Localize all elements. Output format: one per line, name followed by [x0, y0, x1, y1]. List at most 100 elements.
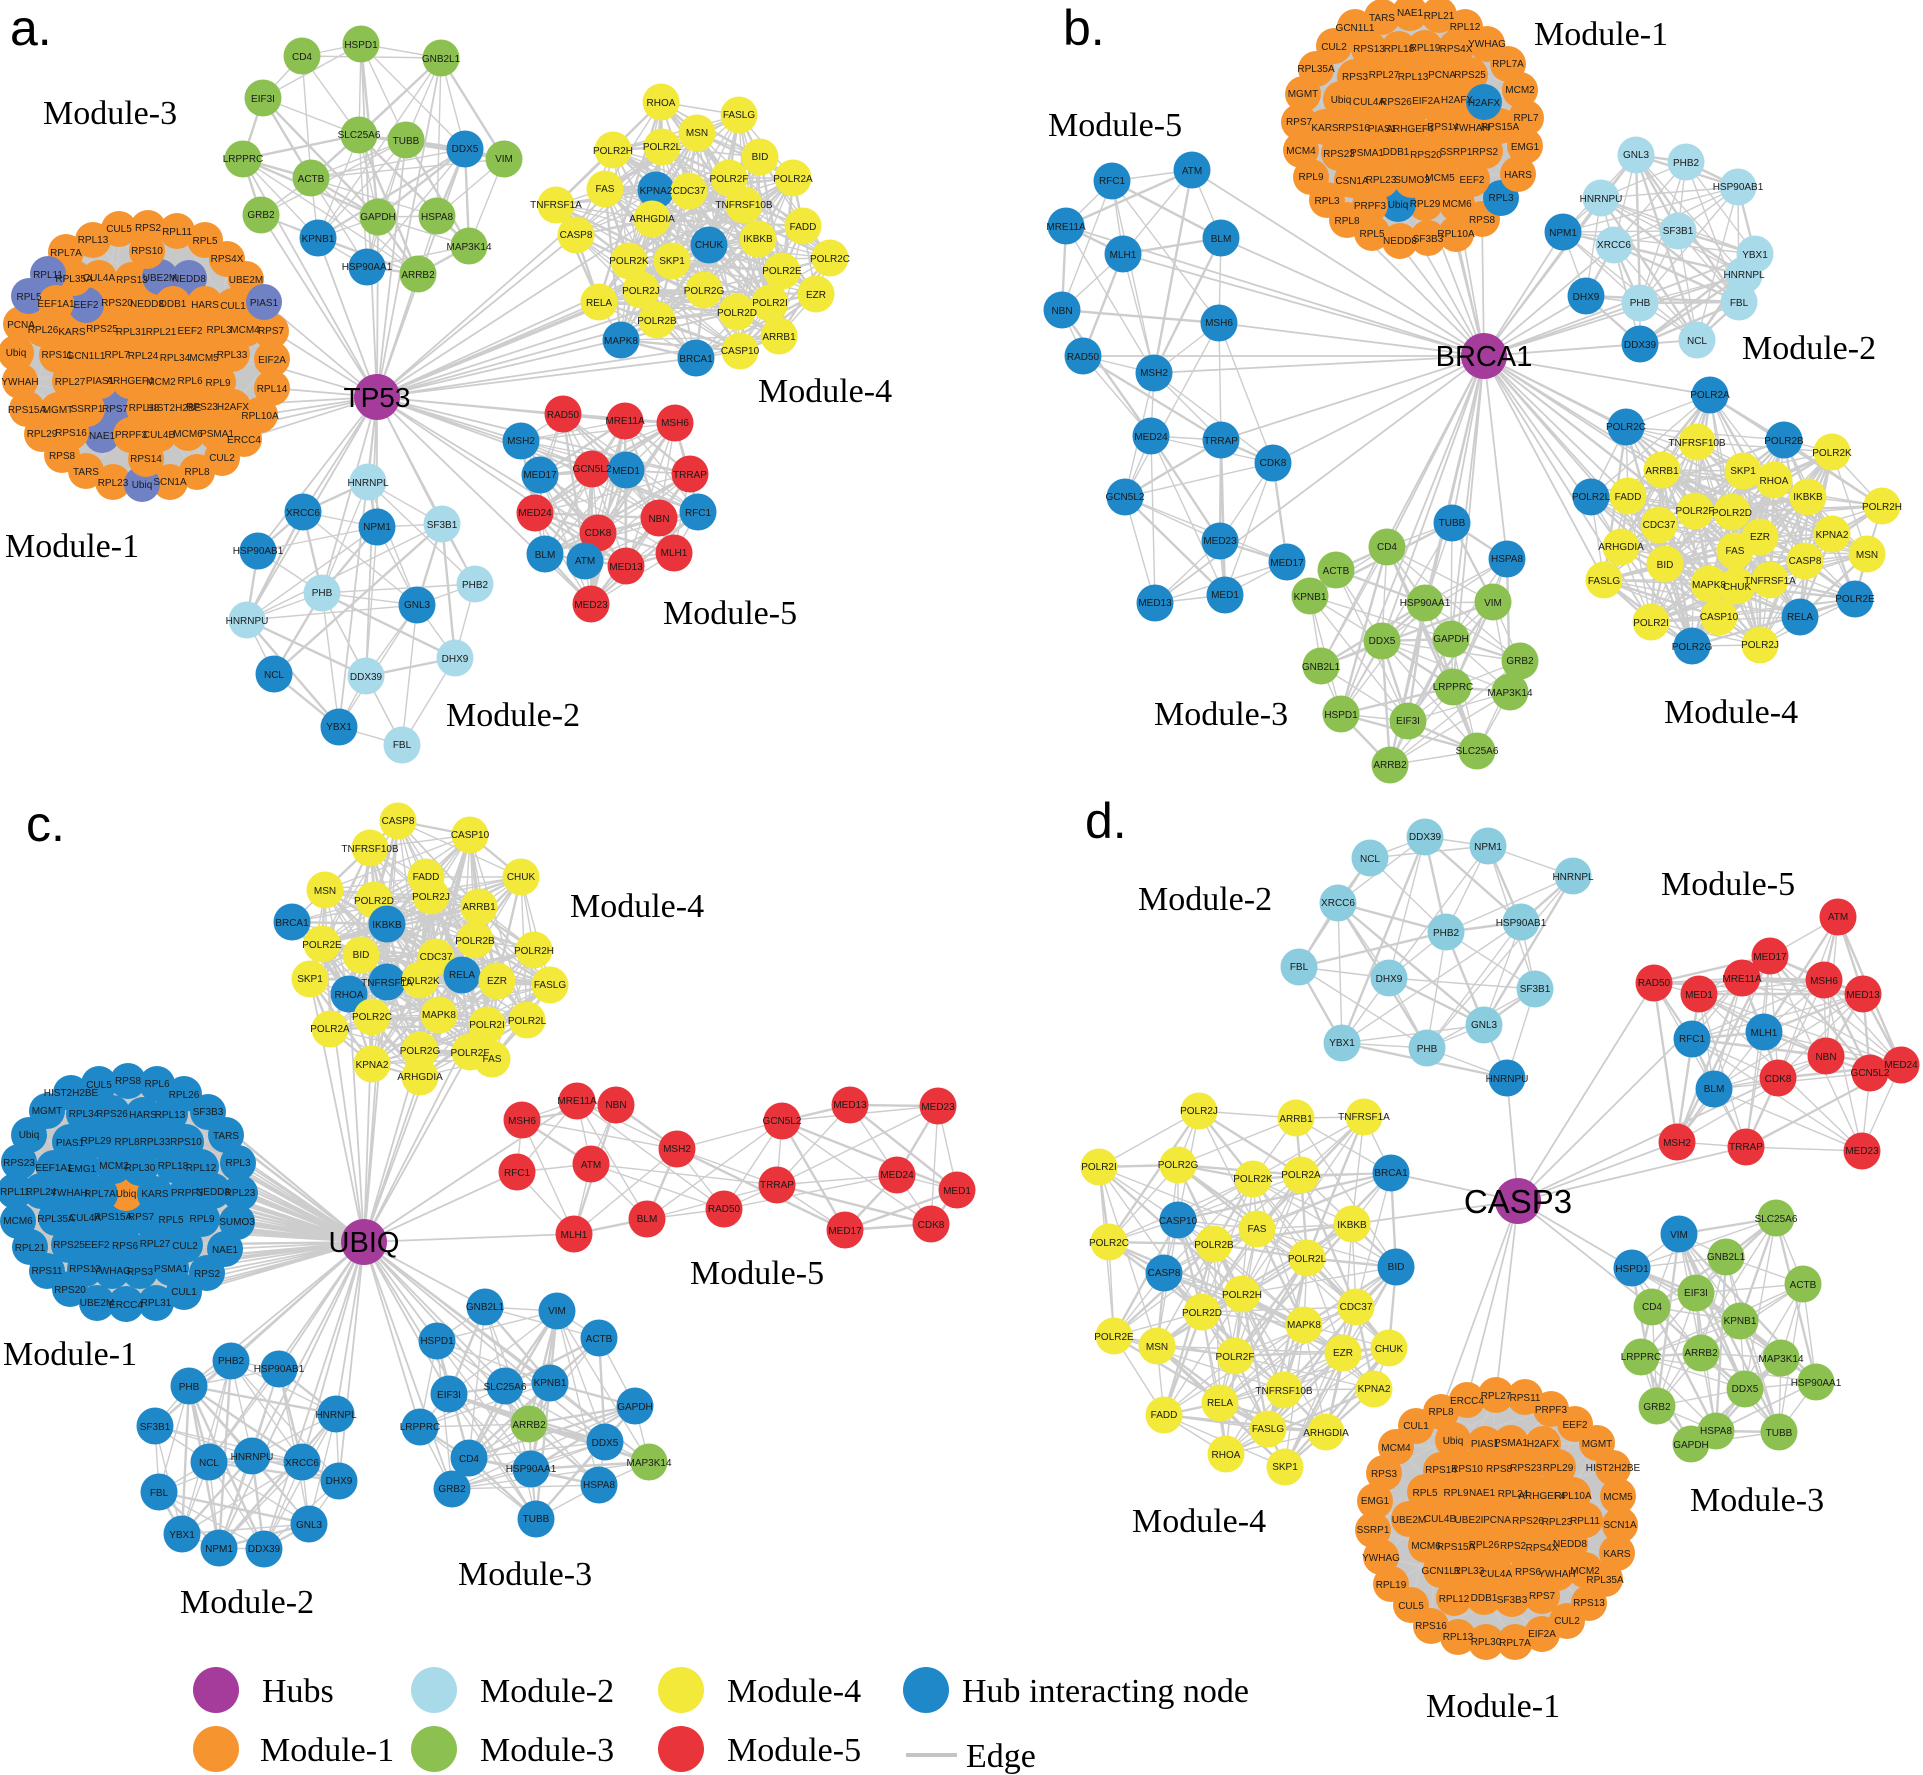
svg-text:MSN: MSN — [1146, 1342, 1168, 1353]
svg-text:RPL21: RPL21 — [1424, 11, 1455, 22]
svg-text:RPL5: RPL5 — [16, 292, 41, 303]
svg-text:RPS8: RPS8 — [115, 1076, 142, 1087]
svg-text:FAS: FAS — [1726, 546, 1745, 557]
svg-text:RPL3: RPL3 — [206, 325, 231, 336]
svg-text:POLR2C: POLR2C — [810, 254, 850, 265]
svg-text:TRRAP: TRRAP — [673, 470, 707, 481]
svg-text:Hub interacting node: Hub interacting node — [962, 1673, 1249, 1710]
svg-text:MED23: MED23 — [921, 1102, 955, 1113]
svg-text:Module-3: Module-3 — [1690, 1482, 1824, 1519]
svg-text:GRB2: GRB2 — [438, 1484, 466, 1495]
svg-text:SKP1: SKP1 — [1272, 1462, 1298, 1473]
svg-text:KPNA2: KPNA2 — [640, 186, 673, 197]
svg-text:GNL3: GNL3 — [404, 600, 431, 611]
svg-text:CDC37: CDC37 — [420, 952, 453, 963]
svg-text:CASP10: CASP10 — [451, 830, 490, 841]
svg-text:EZR: EZR — [487, 976, 507, 987]
svg-text:ARRB1: ARRB1 — [762, 332, 796, 343]
svg-text:CD4: CD4 — [292, 52, 312, 63]
svg-text:NEDD8: NEDD8 — [1553, 1539, 1587, 1550]
svg-text:RPS14: RPS14 — [1427, 122, 1459, 133]
svg-text:MLH1: MLH1 — [1751, 1028, 1778, 1039]
svg-text:PIAS1: PIAS1 — [1368, 124, 1397, 135]
svg-text:MAP3K14: MAP3K14 — [626, 1458, 671, 1469]
svg-text:PSMA1: PSMA1 — [200, 429, 234, 440]
svg-text:MED13: MED13 — [609, 562, 643, 573]
svg-text:RPL19: RPL19 — [1410, 43, 1441, 54]
svg-text:HSP90AB1: HSP90AB1 — [254, 1364, 305, 1375]
svg-text:PHB2: PHB2 — [1673, 158, 1700, 169]
svg-text:EZR: EZR — [1333, 1348, 1353, 1359]
svg-text:EIF2A: EIF2A — [1412, 96, 1440, 107]
svg-text:FADD: FADD — [413, 872, 440, 883]
svg-text:RPL35A: RPL35A — [1586, 1575, 1624, 1586]
svg-text:POLR2D: POLR2D — [717, 308, 757, 319]
svg-text:MED17: MED17 — [523, 470, 557, 481]
svg-text:EMG1: EMG1 — [1361, 1496, 1390, 1507]
svg-text:NCL: NCL — [264, 670, 284, 681]
svg-text:MED13: MED13 — [1138, 598, 1172, 609]
svg-text:RPL13: RPL13 — [155, 1110, 186, 1121]
svg-text:d.: d. — [1085, 793, 1127, 849]
svg-text:FASLG: FASLG — [1252, 1424, 1284, 1435]
svg-text:RPS13: RPS13 — [1353, 44, 1385, 55]
svg-text:RPL21: RPL21 — [15, 1243, 46, 1254]
svg-text:MED24: MED24 — [880, 1170, 914, 1181]
svg-text:POLR2K: POLR2K — [609, 256, 649, 267]
svg-text:BID: BID — [353, 950, 370, 961]
svg-text:Module-1: Module-1 — [1426, 1688, 1560, 1725]
svg-text:RHOA: RHOA — [647, 98, 676, 109]
svg-text:POLR2J: POLR2J — [412, 892, 450, 903]
svg-text:XRCC6: XRCC6 — [286, 508, 320, 519]
svg-text:RPS11: RPS11 — [42, 350, 73, 361]
svg-text:MLH1: MLH1 — [561, 1230, 588, 1241]
svg-text:POLR2E: POLR2E — [302, 940, 342, 951]
svg-text:GCN1L1: GCN1L1 — [67, 351, 106, 362]
svg-text:RPL29: RPL29 — [1543, 1463, 1574, 1474]
svg-text:DDX5: DDX5 — [452, 144, 479, 155]
svg-text:RELA: RELA — [1787, 612, 1813, 623]
svg-text:RPL30: RPL30 — [1471, 1637, 1502, 1648]
svg-text:TUBB: TUBB — [523, 1514, 550, 1525]
svg-text:BRCA1: BRCA1 — [275, 918, 309, 929]
svg-text:RHOA: RHOA — [1212, 1450, 1241, 1461]
svg-text:CASP10: CASP10 — [721, 346, 760, 357]
svg-text:RPL35A: RPL35A — [37, 1214, 75, 1225]
svg-text:POLR2I: POLR2I — [1633, 618, 1669, 629]
svg-text:Module-2: Module-2 — [480, 1673, 614, 1710]
svg-text:EIF3I: EIF3I — [437, 1390, 461, 1401]
svg-text:Module-4: Module-4 — [758, 373, 892, 410]
svg-text:YBX1: YBX1 — [326, 722, 352, 733]
svg-text:GCN5L2: GCN5L2 — [763, 1116, 802, 1127]
svg-text:Module-5: Module-5 — [1661, 866, 1795, 903]
svg-text:RPS23: RPS23 — [3, 1158, 35, 1169]
svg-text:NPM1: NPM1 — [205, 1544, 233, 1555]
svg-text:POLR2K: POLR2K — [1812, 448, 1852, 459]
svg-text:SF3B1: SF3B1 — [427, 520, 458, 531]
svg-text:RHOA: RHOA — [1760, 476, 1789, 487]
svg-text:FBL: FBL — [1290, 962, 1309, 973]
svg-text:RPS4X: RPS4X — [1526, 1543, 1559, 1554]
svg-text:POLR2J: POLR2J — [1180, 1106, 1218, 1117]
svg-text:RPL6: RPL6 — [177, 376, 202, 387]
svg-text:DDX39: DDX39 — [1409, 832, 1442, 843]
svg-text:POLR2F: POLR2F — [710, 174, 749, 185]
svg-text:RPS4X: RPS4X — [1440, 44, 1473, 55]
svg-text:DDB1: DDB1 — [1383, 147, 1410, 158]
svg-text:POLR2G: POLR2G — [684, 286, 725, 297]
svg-text:PRPF3: PRPF3 — [1354, 201, 1387, 212]
svg-text:ARRB1: ARRB1 — [1645, 466, 1679, 477]
svg-text:ARRB2: ARRB2 — [1684, 1348, 1718, 1359]
svg-text:NBN: NBN — [605, 1100, 626, 1111]
svg-text:ARHGDIA: ARHGDIA — [1598, 542, 1644, 553]
svg-text:POLR2E: POLR2E — [762, 266, 802, 277]
svg-text:CASP8: CASP8 — [560, 230, 593, 241]
svg-text:RPS16: RPS16 — [55, 428, 87, 439]
svg-text:RPS8: RPS8 — [1486, 1464, 1513, 1475]
svg-text:CUL5: CUL5 — [86, 1080, 112, 1091]
svg-text:RPS26: RPS26 — [96, 1109, 128, 1120]
svg-text:RPL8: RPL8 — [1334, 216, 1359, 227]
svg-text:KPNB1: KPNB1 — [302, 234, 335, 245]
svg-text:UBIQ: UBIQ — [329, 1227, 400, 1259]
svg-text:KPNB1: KPNB1 — [1294, 592, 1327, 603]
